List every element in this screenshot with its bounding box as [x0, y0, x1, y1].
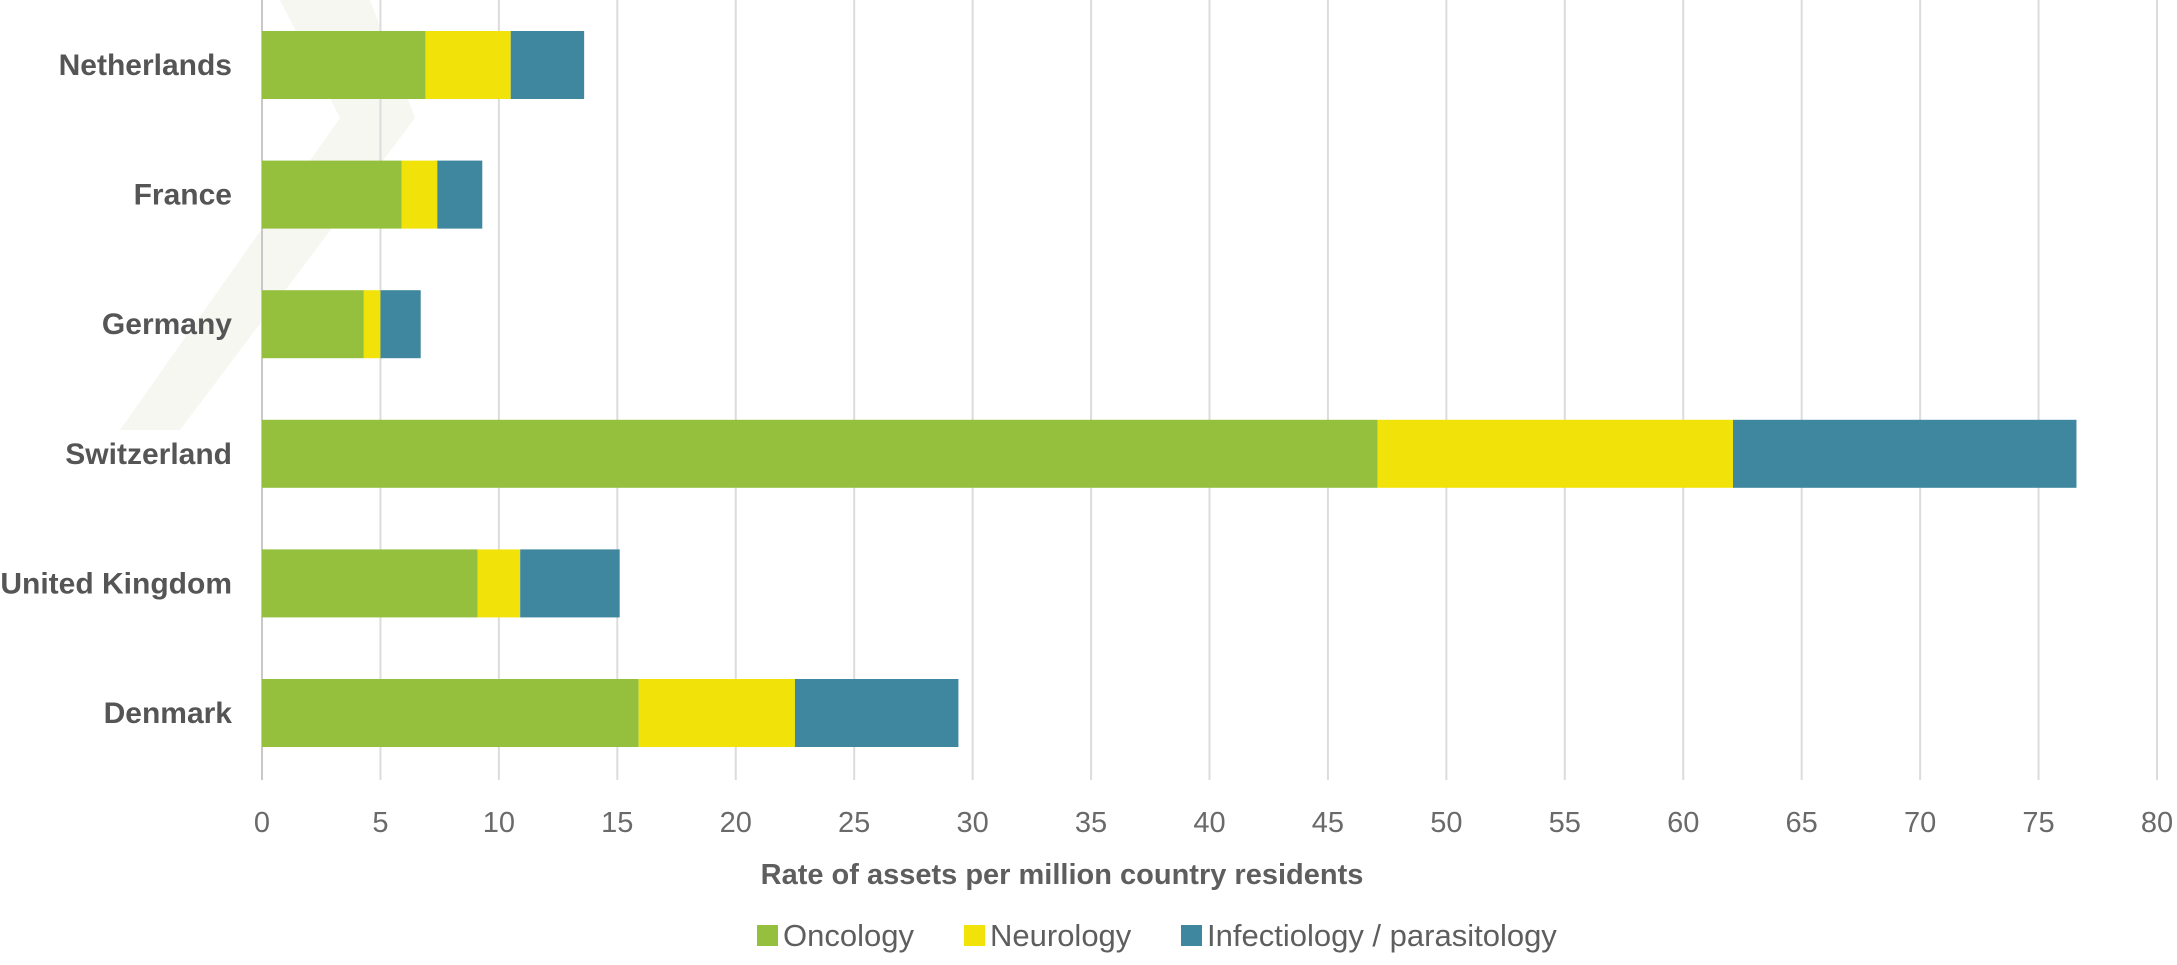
- x-tick-label: 80: [2141, 807, 2173, 839]
- category-label: France: [134, 179, 232, 212]
- x-tick-label: 30: [956, 807, 988, 839]
- grid-lines: [261, 0, 2158, 780]
- legend-label: Infectiology / parasitology: [1207, 918, 1557, 953]
- bar-segment: [363, 290, 381, 359]
- category-label: Switzerland: [65, 438, 232, 471]
- bar-segment: [262, 679, 639, 747]
- legend-label: Neurology: [990, 918, 1132, 953]
- x-tick-label: 40: [1193, 807, 1225, 839]
- x-tick-label: 5: [372, 807, 388, 839]
- category-label: Netherlands: [59, 49, 232, 82]
- bar-segment: [262, 160, 402, 229]
- bar-segment: [794, 679, 959, 747]
- bar-segment: [401, 160, 438, 229]
- legend-swatch: [1181, 925, 1202, 946]
- x-tick-label: 65: [1786, 807, 1818, 839]
- x-tick-label: 60: [1667, 807, 1699, 839]
- bars: [262, 31, 2077, 747]
- bar-segment: [437, 160, 483, 229]
- x-tick-label: 75: [2022, 807, 2054, 839]
- legend-swatch: [757, 925, 778, 946]
- bar-segment: [477, 549, 521, 618]
- legend-swatch: [964, 925, 985, 946]
- bar-segment: [1377, 419, 1733, 488]
- x-tick-label: 15: [601, 807, 633, 839]
- x-tick-label: 45: [1312, 807, 1344, 839]
- x-tick-label: 0: [254, 807, 270, 839]
- x-tick-labels: 0 5 10 15 20 25 30 35 40 45 50 55 60 65 70 75 80: [254, 807, 2173, 839]
- bar-segment: [380, 290, 421, 359]
- category-labels: Netherlands France Germany Switzerland Unite…: [0, 49, 232, 730]
- x-tick-label: 35: [1075, 807, 1107, 839]
- category-label: Denmark: [104, 697, 233, 730]
- legend: Oncology Neurology Infectiology / parasito…: [757, 918, 1557, 953]
- x-tick-label: 20: [720, 807, 752, 839]
- bar-segment: [262, 31, 426, 99]
- bar-segment: [262, 549, 478, 618]
- bar-segment: [1732, 419, 2077, 488]
- bar-segment: [520, 549, 620, 618]
- bar-segment: [638, 679, 795, 747]
- x-axis-title: Rate of assets per million country resid…: [761, 859, 1364, 891]
- x-tick-label: 70: [1904, 807, 1936, 839]
- category-label: Germany: [102, 308, 232, 341]
- x-tick-label: 50: [1430, 807, 1462, 839]
- legend-label: Oncology: [783, 918, 914, 953]
- bar-segment: [425, 31, 511, 99]
- x-tick-label: 25: [838, 807, 870, 839]
- bar-segment: [510, 31, 585, 99]
- x-tick-label: 55: [1549, 807, 1581, 839]
- bar-segment: [262, 290, 364, 359]
- bar-segment: [262, 419, 1378, 488]
- x-tick-label: 10: [483, 807, 515, 839]
- category-label: United Kingdom: [0, 567, 232, 600]
